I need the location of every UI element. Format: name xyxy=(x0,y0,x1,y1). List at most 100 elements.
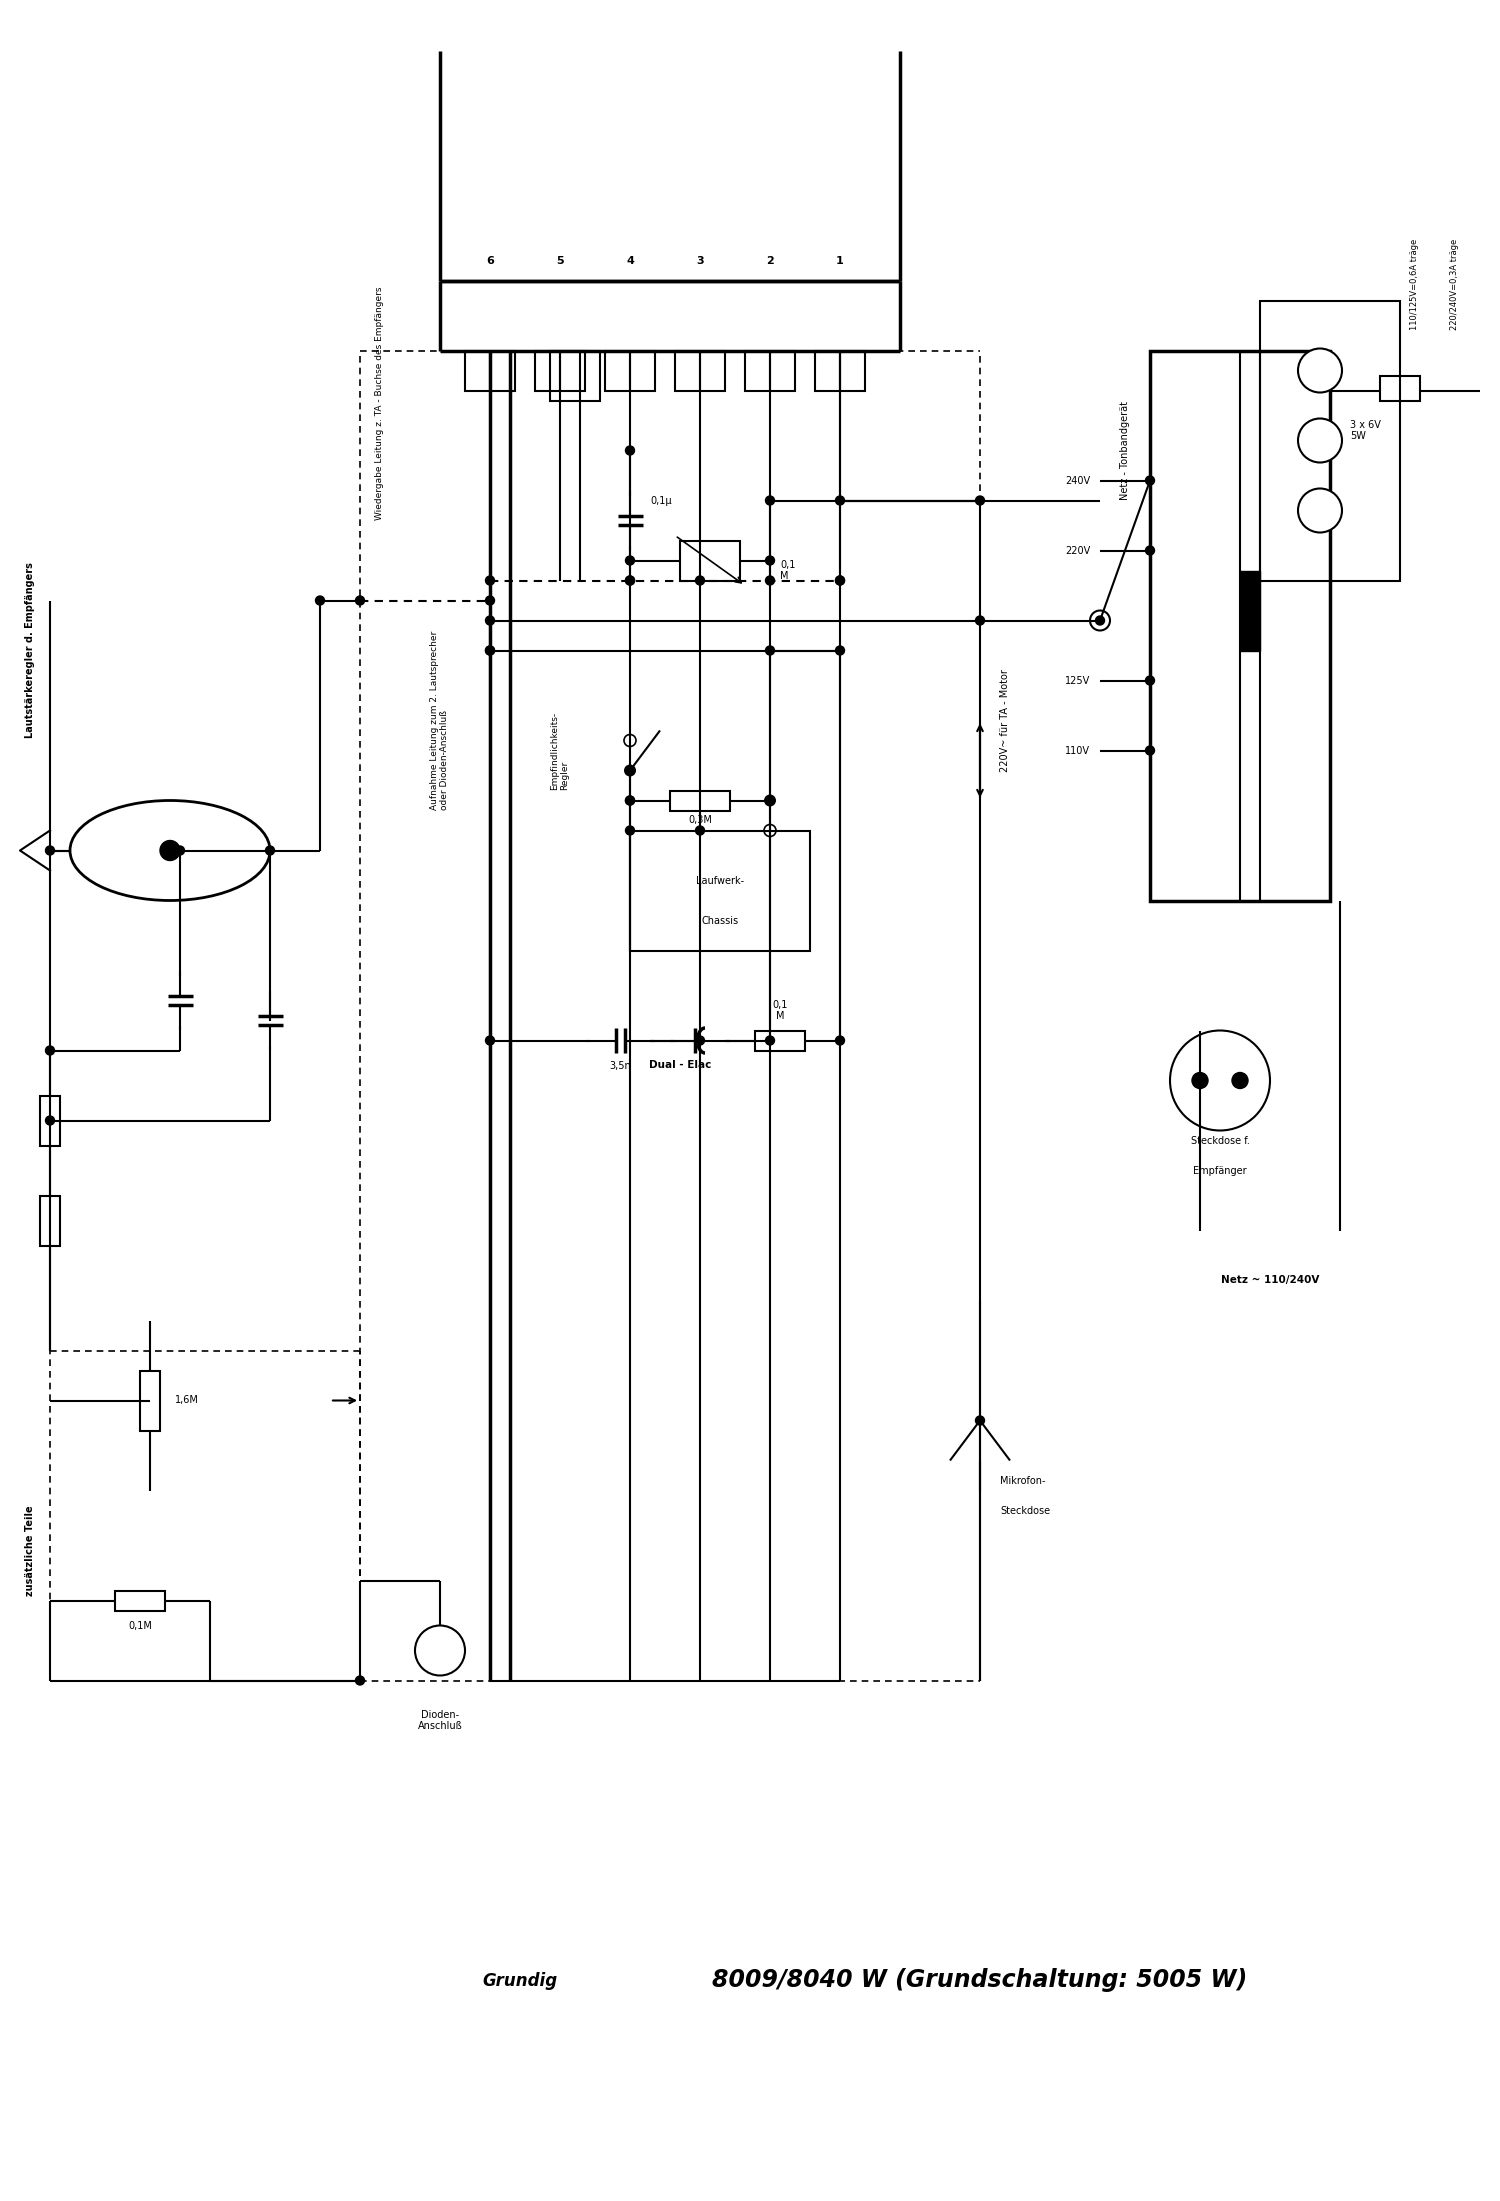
Circle shape xyxy=(836,1037,844,1045)
Text: zusätzliche Teile: zusätzliche Teile xyxy=(26,1505,34,1596)
Text: 110/125V=0,6A träge: 110/125V=0,6A träge xyxy=(1410,240,1419,330)
Bar xyxy=(670,790,730,810)
Circle shape xyxy=(486,596,495,605)
Bar xyxy=(675,350,724,390)
Circle shape xyxy=(45,1116,54,1125)
Text: Netz - Tonbandgerät: Netz - Tonbandgerät xyxy=(1120,401,1130,500)
Circle shape xyxy=(356,1675,364,1686)
Text: 220/240V=0,3A träge: 220/240V=0,3A träge xyxy=(1450,240,1460,330)
Text: 6: 6 xyxy=(486,255,494,266)
Bar xyxy=(746,350,795,390)
Text: 0,1
M: 0,1 M xyxy=(772,999,788,1021)
Circle shape xyxy=(765,1037,774,1045)
Text: 2: 2 xyxy=(766,255,774,266)
Text: 3: 3 xyxy=(696,255,703,266)
Text: 8009/8040 W (Grundschaltung: 5005 W): 8009/8040 W (Grundschaltung: 5005 W) xyxy=(712,1968,1248,1992)
Circle shape xyxy=(176,845,184,854)
Circle shape xyxy=(1298,348,1342,392)
Bar xyxy=(680,541,740,581)
Bar xyxy=(815,350,866,390)
Circle shape xyxy=(1146,475,1155,484)
Text: Steckdose f.: Steckdose f. xyxy=(1191,1136,1250,1145)
Text: 1: 1 xyxy=(836,255,844,266)
Bar xyxy=(1260,302,1400,581)
Circle shape xyxy=(486,577,495,585)
Circle shape xyxy=(696,825,705,834)
Bar xyxy=(604,350,656,390)
Circle shape xyxy=(486,616,495,625)
Text: 0,3M: 0,3M xyxy=(688,817,712,825)
Circle shape xyxy=(1146,546,1155,555)
Text: 3,5n: 3,5n xyxy=(609,1061,631,1070)
Bar xyxy=(116,1591,165,1611)
Bar xyxy=(1380,376,1420,401)
Bar xyxy=(465,350,514,390)
Text: 4: 4 xyxy=(626,255,634,266)
Circle shape xyxy=(45,1045,54,1054)
Bar xyxy=(550,350,600,401)
Bar xyxy=(1150,350,1330,900)
Circle shape xyxy=(1192,1072,1208,1089)
Text: Empfindlichkeits-
Regler: Empfindlichkeits- Regler xyxy=(550,711,570,790)
Text: Chassis: Chassis xyxy=(702,916,738,924)
Text: 125V: 125V xyxy=(1065,676,1090,685)
Circle shape xyxy=(696,1037,705,1045)
Circle shape xyxy=(45,845,54,854)
Text: Dioden-
Anschluß: Dioden- Anschluß xyxy=(417,1710,462,1732)
Text: Steckdose: Steckdose xyxy=(1000,1505,1050,1516)
Text: 240V: 240V xyxy=(1065,475,1090,486)
Circle shape xyxy=(975,495,984,504)
Circle shape xyxy=(626,577,634,585)
Text: Wiedergabe Leitung z. TA - Buchse des Empfängers: Wiedergabe Leitung z. TA - Buchse des Em… xyxy=(375,286,384,519)
Circle shape xyxy=(626,797,634,806)
Text: 3 x 6V
5W: 3 x 6V 5W xyxy=(1350,420,1382,440)
Circle shape xyxy=(696,577,705,585)
Bar xyxy=(630,830,810,951)
Text: Mikrofon-: Mikrofon- xyxy=(1000,1475,1045,1486)
Bar xyxy=(140,1371,160,1431)
Circle shape xyxy=(836,647,844,656)
Circle shape xyxy=(624,764,636,777)
Circle shape xyxy=(1146,676,1155,685)
Circle shape xyxy=(765,647,774,656)
Circle shape xyxy=(626,825,634,834)
Circle shape xyxy=(486,1037,495,1045)
Circle shape xyxy=(836,577,844,585)
Circle shape xyxy=(765,797,774,806)
Text: 0,1
M: 0,1 M xyxy=(780,559,795,581)
Text: 110V: 110V xyxy=(1065,746,1090,755)
Circle shape xyxy=(836,495,844,504)
Text: 0,1µ: 0,1µ xyxy=(650,495,672,506)
Circle shape xyxy=(1095,616,1104,625)
Circle shape xyxy=(1298,418,1342,462)
Text: 0,1M: 0,1M xyxy=(128,1620,152,1631)
Circle shape xyxy=(486,647,495,656)
Circle shape xyxy=(1232,1072,1248,1089)
Bar xyxy=(40,1096,60,1145)
Text: Empfänger: Empfänger xyxy=(1192,1167,1246,1175)
Bar xyxy=(754,1030,806,1050)
Text: Grundig: Grundig xyxy=(483,1972,558,1990)
Circle shape xyxy=(486,647,495,656)
Circle shape xyxy=(975,616,984,625)
Circle shape xyxy=(626,797,634,806)
Circle shape xyxy=(356,596,364,605)
Circle shape xyxy=(626,557,634,566)
Circle shape xyxy=(765,495,774,504)
Text: Lautstärkeregler d. Empfängers: Lautstärkeregler d. Empfängers xyxy=(26,563,34,740)
Text: 220V: 220V xyxy=(1065,546,1090,555)
Text: Aufnahme Leitung zum 2. Lautsprecher
oder Dioden-Anschluß: Aufnahme Leitung zum 2. Lautsprecher ode… xyxy=(430,632,450,810)
Text: Netz ~ 110/240V: Netz ~ 110/240V xyxy=(1221,1277,1318,1285)
Circle shape xyxy=(626,577,634,585)
Text: Laufwerk-: Laufwerk- xyxy=(696,876,744,885)
Circle shape xyxy=(315,596,324,605)
Text: 220V~ für TA - Motor: 220V~ für TA - Motor xyxy=(1000,669,1010,773)
Circle shape xyxy=(975,1415,984,1424)
Text: Dual - Elac: Dual - Elac xyxy=(650,1061,711,1070)
Circle shape xyxy=(765,557,774,566)
Circle shape xyxy=(266,845,274,854)
Bar xyxy=(1240,570,1260,651)
Circle shape xyxy=(836,577,844,585)
Text: 5: 5 xyxy=(556,255,564,266)
Bar xyxy=(536,350,585,390)
